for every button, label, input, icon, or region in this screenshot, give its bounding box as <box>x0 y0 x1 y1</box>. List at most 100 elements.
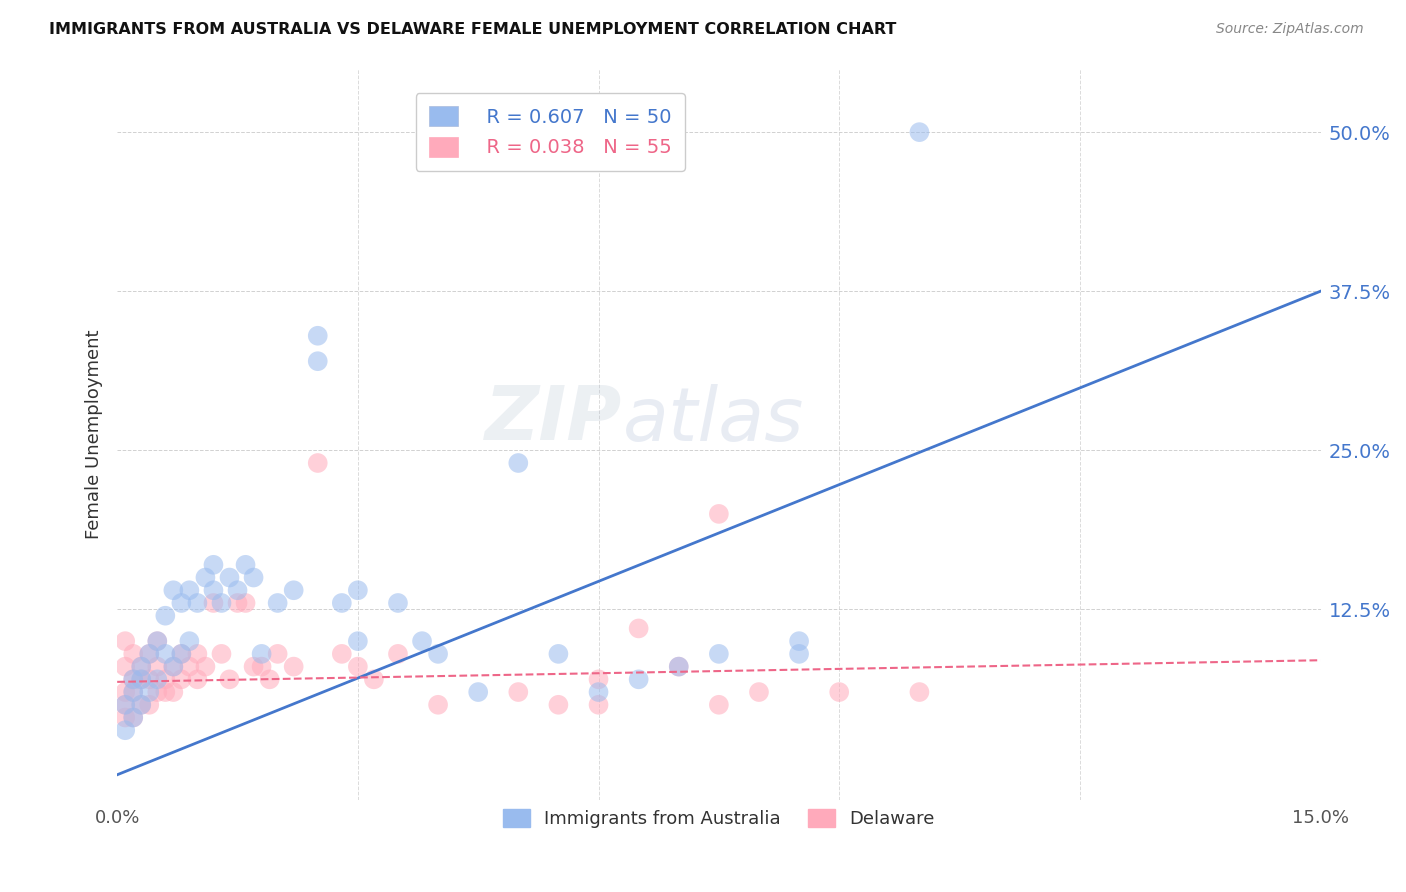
Point <box>411 634 433 648</box>
Point <box>307 354 329 368</box>
Point <box>242 659 264 673</box>
Point <box>170 647 193 661</box>
Point <box>138 685 160 699</box>
Point <box>588 685 610 699</box>
Point <box>283 583 305 598</box>
Point <box>235 558 257 572</box>
Point <box>155 647 177 661</box>
Point <box>347 659 370 673</box>
Text: ZIP: ZIP <box>485 384 623 456</box>
Point <box>194 570 217 584</box>
Point <box>588 673 610 687</box>
Point <box>387 647 409 661</box>
Point <box>162 659 184 673</box>
Y-axis label: Female Unemployment: Female Unemployment <box>86 330 103 539</box>
Point <box>155 673 177 687</box>
Point <box>330 596 353 610</box>
Point <box>114 634 136 648</box>
Point <box>146 673 169 687</box>
Point <box>467 685 489 699</box>
Point <box>122 710 145 724</box>
Point <box>129 673 152 687</box>
Point <box>179 659 201 673</box>
Point <box>146 634 169 648</box>
Legend: Immigrants from Australia, Delaware: Immigrants from Australia, Delaware <box>495 801 942 835</box>
Point <box>122 710 145 724</box>
Point <box>908 685 931 699</box>
Point <box>202 596 225 610</box>
Point <box>114 698 136 712</box>
Point <box>242 570 264 584</box>
Point <box>668 659 690 673</box>
Point <box>122 685 145 699</box>
Point <box>508 456 530 470</box>
Point <box>427 698 450 712</box>
Point <box>668 659 690 673</box>
Point <box>707 647 730 661</box>
Point <box>170 596 193 610</box>
Point <box>122 673 145 687</box>
Point <box>828 685 851 699</box>
Point <box>307 328 329 343</box>
Point <box>162 659 184 673</box>
Point <box>162 583 184 598</box>
Point <box>250 659 273 673</box>
Point <box>179 583 201 598</box>
Point <box>146 659 169 673</box>
Point <box>259 673 281 687</box>
Point <box>226 596 249 610</box>
Point <box>387 596 409 610</box>
Point <box>427 647 450 661</box>
Point <box>202 558 225 572</box>
Point <box>330 647 353 661</box>
Text: IMMIGRANTS FROM AUSTRALIA VS DELAWARE FEMALE UNEMPLOYMENT CORRELATION CHART: IMMIGRANTS FROM AUSTRALIA VS DELAWARE FE… <box>49 22 897 37</box>
Point <box>114 698 136 712</box>
Point <box>155 608 177 623</box>
Point <box>547 647 569 661</box>
Point <box>226 583 249 598</box>
Point <box>129 659 152 673</box>
Point <box>155 685 177 699</box>
Point <box>508 685 530 699</box>
Point <box>170 647 193 661</box>
Point <box>707 507 730 521</box>
Point <box>266 647 288 661</box>
Point <box>122 685 145 699</box>
Point <box>787 634 810 648</box>
Point <box>114 710 136 724</box>
Point <box>363 673 385 687</box>
Point <box>146 634 169 648</box>
Point <box>129 659 152 673</box>
Point <box>235 596 257 610</box>
Point <box>129 698 152 712</box>
Point <box>347 634 370 648</box>
Point <box>138 673 160 687</box>
Point <box>170 673 193 687</box>
Point <box>122 647 145 661</box>
Point <box>194 659 217 673</box>
Point <box>283 659 305 673</box>
Point <box>218 570 240 584</box>
Point <box>114 659 136 673</box>
Point <box>908 125 931 139</box>
Point <box>211 647 233 661</box>
Point <box>114 723 136 738</box>
Point <box>250 647 273 661</box>
Point <box>547 698 569 712</box>
Point <box>588 698 610 712</box>
Text: atlas: atlas <box>623 384 804 456</box>
Point <box>186 647 208 661</box>
Point <box>162 685 184 699</box>
Point <box>211 596 233 610</box>
Point <box>202 583 225 598</box>
Point <box>627 622 650 636</box>
Point <box>138 647 160 661</box>
Point <box>138 698 160 712</box>
Point <box>179 634 201 648</box>
Point <box>122 673 145 687</box>
Point <box>787 647 810 661</box>
Point <box>138 647 160 661</box>
Point <box>266 596 288 610</box>
Point <box>307 456 329 470</box>
Text: Source: ZipAtlas.com: Source: ZipAtlas.com <box>1216 22 1364 37</box>
